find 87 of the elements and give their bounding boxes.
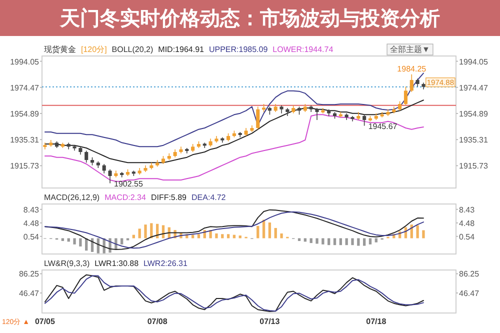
bar — [67, 238, 70, 242]
candlestick — [43, 142, 47, 150]
candlestick — [102, 164, 106, 174]
x-tick-label: 07/05 — [34, 317, 56, 326]
y-tick-label: 1935.31 — [10, 136, 40, 145]
text: MID:1964.91 — [158, 45, 205, 54]
text: DEA:4.72 — [192, 193, 226, 202]
bar — [422, 230, 425, 238]
y-tick-label: 4.48 — [23, 218, 40, 228]
bar — [304, 238, 307, 242]
y2-tick-label: 46.47 — [459, 288, 480, 298]
annotation: 1984.25 — [397, 64, 427, 74]
y-tick-label: 0.54 — [23, 232, 40, 242]
bar — [120, 238, 124, 244]
y2-tick-label: 8.43 — [459, 205, 476, 214]
bar — [333, 238, 336, 246]
y-tick-label: 1954.89 — [10, 109, 40, 118]
bar — [61, 238, 64, 241]
bar — [215, 233, 218, 238]
bar — [114, 238, 118, 250]
candlestick — [108, 168, 112, 184]
y2-tick-label: 0.54 — [459, 232, 476, 242]
y-tick-label: 8.43 — [23, 205, 40, 214]
legend-title: BOLL(20,2) — [112, 45, 154, 54]
bar — [310, 238, 312, 244]
y2-tick-label: 1935.31 — [459, 136, 488, 145]
line-series — [44, 114, 424, 182]
bar — [280, 233, 283, 238]
chart-title: 天门冬实时价格动态：市场波动与投资分析 — [59, 7, 440, 30]
y2-tick-label: 1954.89 — [459, 109, 488, 118]
bar — [368, 238, 372, 244]
y2-tick-label: 1974.47 — [459, 83, 488, 92]
bar — [339, 238, 342, 246]
y2-tick-label: 4.48 — [459, 218, 476, 228]
bar — [322, 238, 324, 244]
bar — [226, 234, 230, 238]
y2-tick-label: 1915.73 — [459, 162, 488, 171]
line-series — [44, 72, 424, 148]
text: [120分] — [81, 45, 107, 54]
text: LWR2:26.31 — [144, 259, 188, 268]
text: MACD:2.34 — [104, 193, 146, 202]
bar — [357, 238, 360, 246]
bar — [138, 228, 141, 238]
x-tick-label: 07/18 — [366, 317, 387, 326]
text: UPPER:1985.09 — [208, 45, 268, 54]
bar — [374, 238, 378, 242]
candlestick — [315, 108, 319, 120]
candlestick — [410, 74, 414, 92]
bar — [316, 238, 318, 244]
bar — [79, 238, 82, 246]
legend-title: LW&R(9,3,3) — [44, 259, 90, 268]
text: 全部主题▼ — [390, 45, 430, 54]
bar — [73, 238, 76, 244]
y2-tick-label: 86.25 — [459, 270, 480, 279]
bar — [298, 238, 301, 241]
candlestick — [362, 114, 366, 126]
y-tick-label: 86.25 — [18, 270, 40, 279]
bar — [221, 234, 224, 238]
bar — [256, 226, 260, 238]
candlestick — [404, 86, 408, 106]
bar — [351, 238, 354, 246]
candlestick — [398, 100, 402, 112]
text: LOWER:1944.74 — [272, 45, 334, 54]
bar — [144, 224, 147, 238]
bar — [345, 238, 348, 246]
legend-title: MACD(26,12,9) — [44, 193, 100, 202]
bar — [363, 238, 366, 246]
bar — [328, 238, 330, 246]
series-label: LWR1:30.88 — [94, 259, 140, 268]
y-tick-label: 1994.05 — [10, 57, 40, 66]
bar — [268, 222, 272, 238]
y2-tick-label: 1994.05 — [459, 57, 488, 66]
text: DIFF:5.89 — [150, 193, 188, 202]
annotation: 1945.67 — [368, 122, 398, 131]
candlestick — [84, 150, 88, 164]
candlestick — [256, 106, 260, 130]
bar — [416, 225, 419, 238]
y-tick-label: 46.47 — [18, 288, 40, 298]
bar — [274, 228, 277, 238]
x-tick-label: 07/08 — [147, 317, 168, 326]
y-tick-label: 1974.47 — [10, 83, 40, 92]
x-tick-label: 07/13 — [260, 317, 280, 326]
annotation: 1902.55 — [114, 179, 144, 188]
bar — [197, 234, 200, 238]
bar — [96, 238, 100, 254]
y-tick-label: 1915.73 — [10, 162, 40, 171]
chart-subtitle: 现货黄金 — [44, 45, 76, 54]
